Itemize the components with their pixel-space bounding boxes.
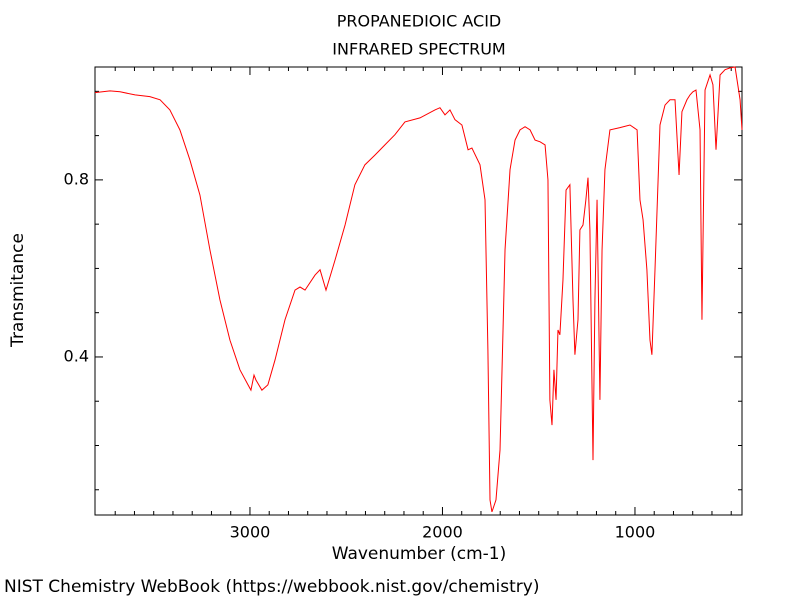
y-tick-label: 0.8 — [64, 169, 89, 188]
x-tick-label: 2000 — [422, 523, 463, 542]
y-tick-label: 0.4 — [64, 346, 89, 365]
chart-title: PROPANEDIOIC ACID — [337, 12, 502, 31]
x-axis-label: Wavenumber (cm-1) — [332, 544, 507, 564]
y-axis-label: Transmitance — [8, 233, 28, 348]
footer: NIST Chemistry WebBook (https://webbook.… — [4, 577, 539, 597]
chart-subtitle: INFRARED SPECTRUM — [332, 40, 505, 59]
spectrum-line — [94, 66, 743, 513]
plot-frame — [94, 66, 743, 516]
x-tick-label: 3000 — [230, 523, 271, 542]
x-tick-label: 1000 — [615, 523, 656, 542]
